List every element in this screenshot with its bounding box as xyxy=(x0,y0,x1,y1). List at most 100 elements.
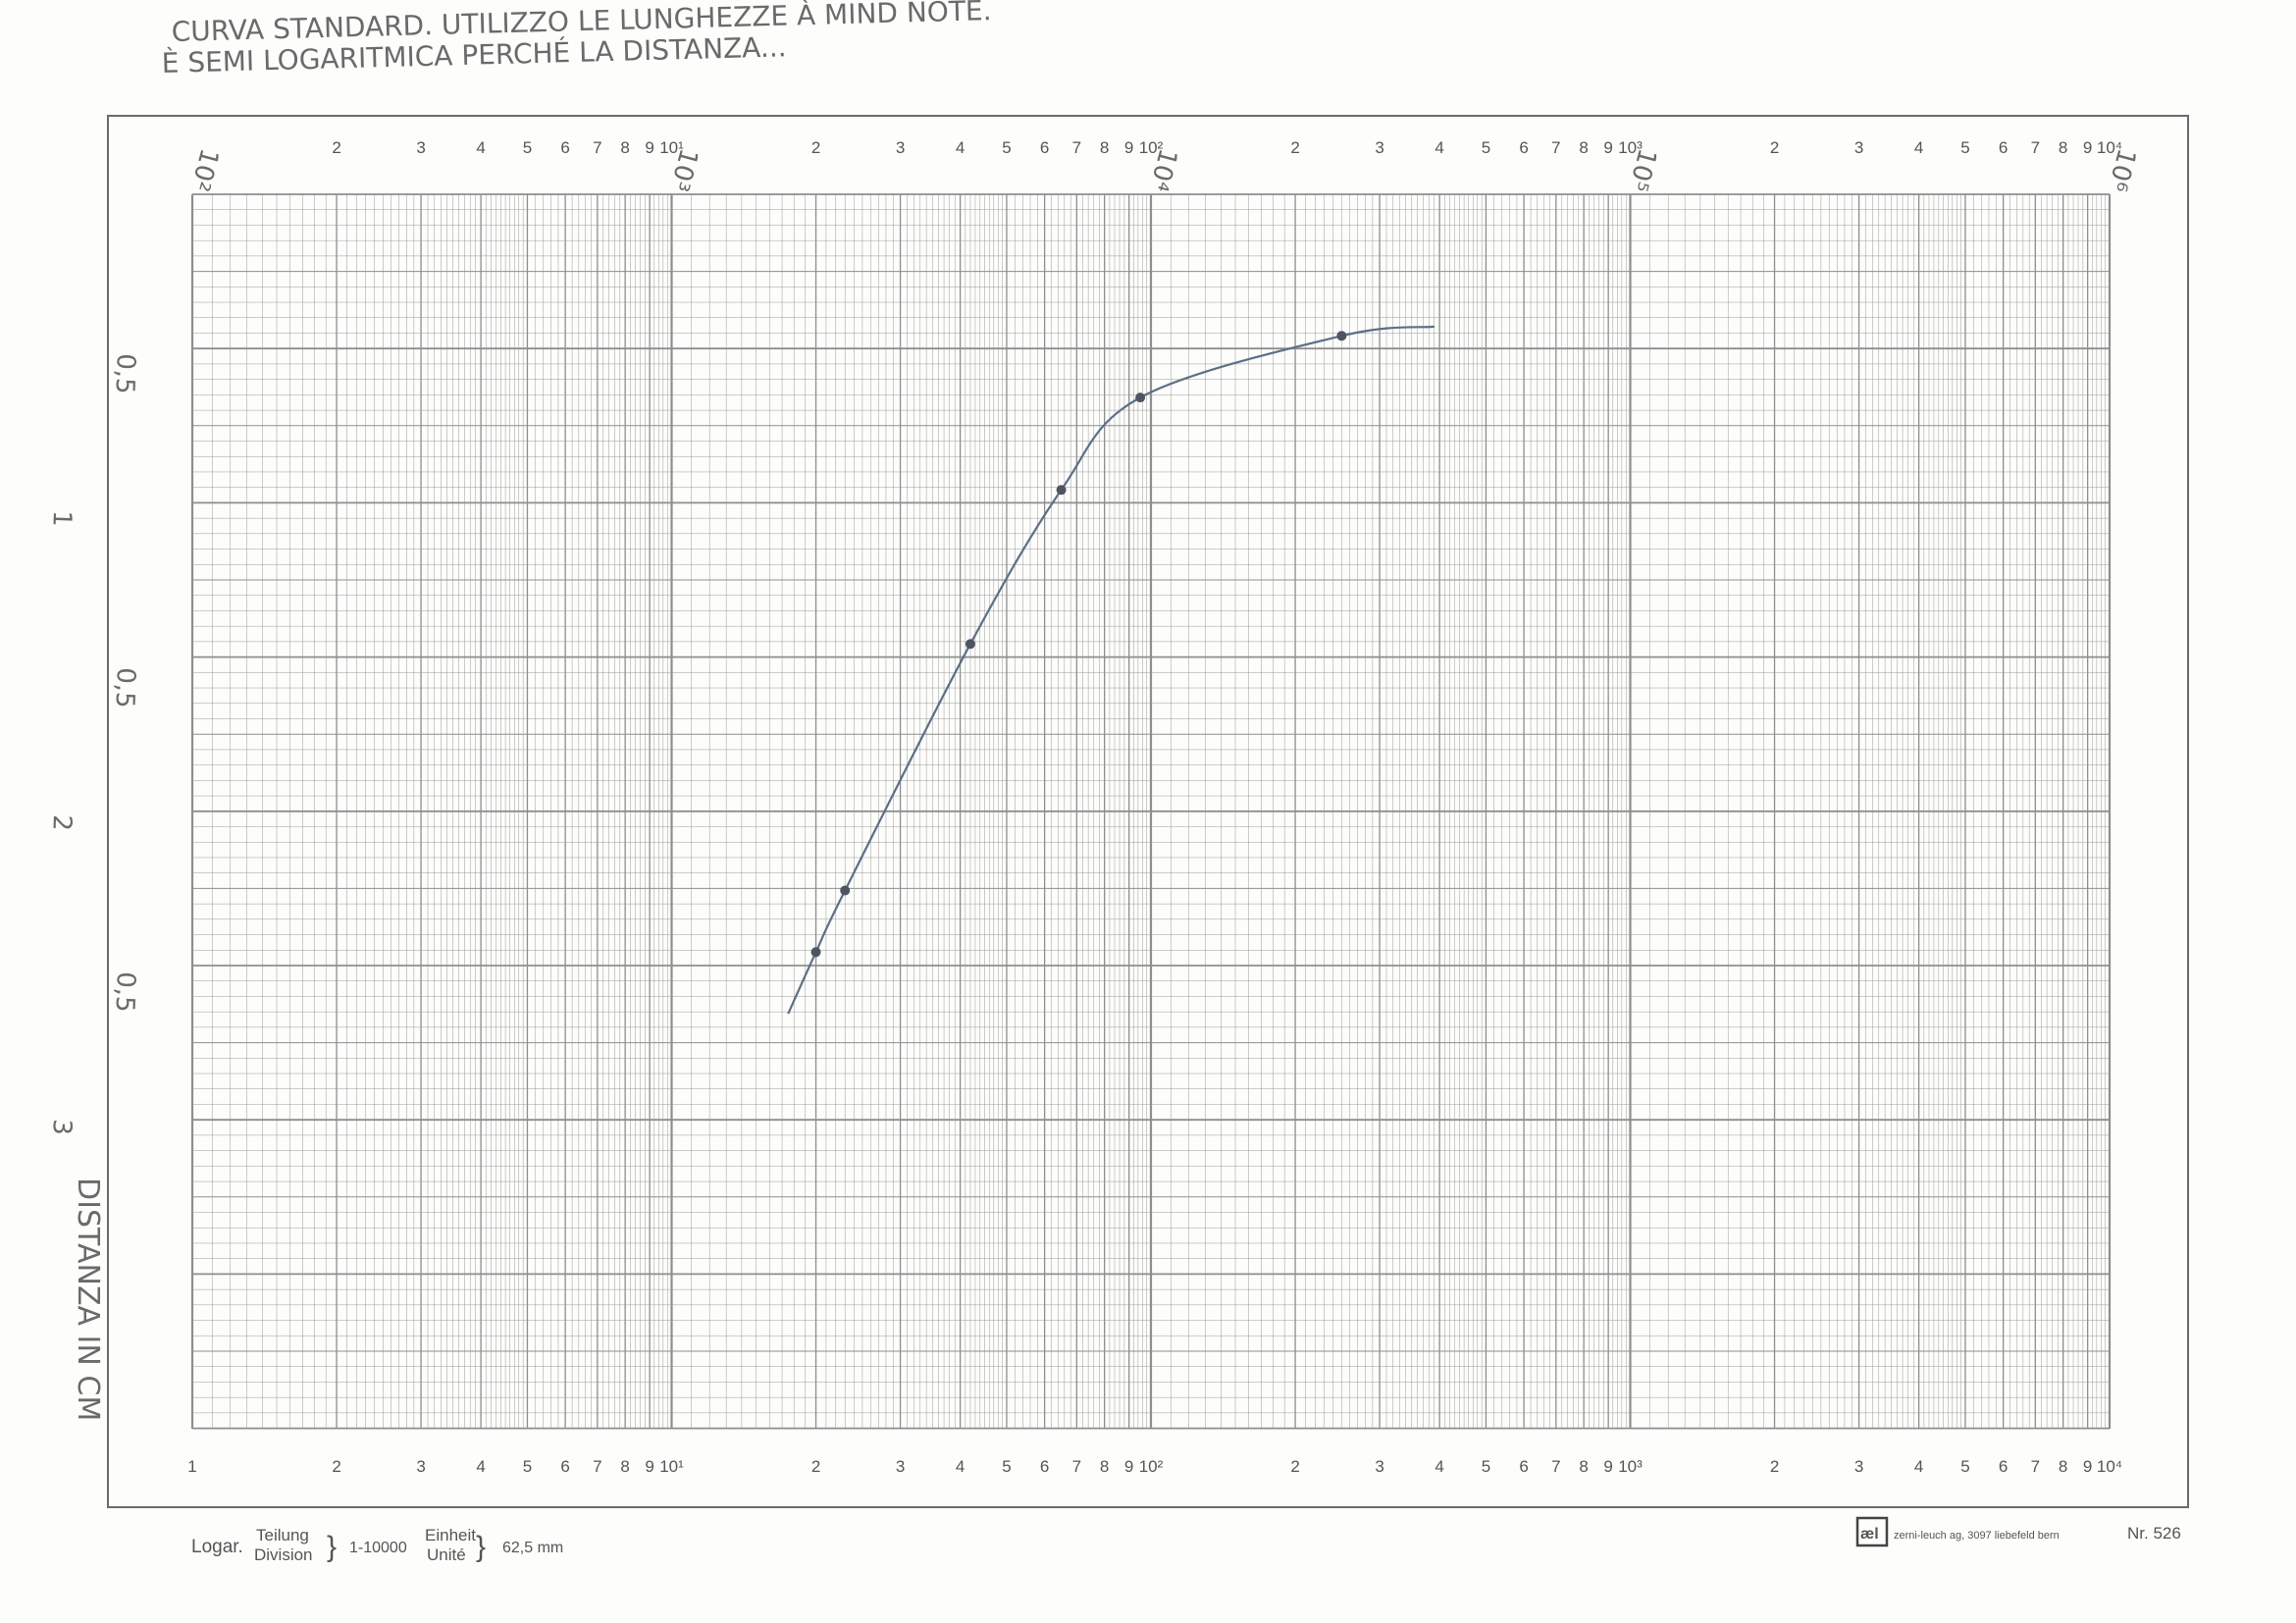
top-tick-label: 5 xyxy=(1002,138,1011,157)
top-tick-label: 6 xyxy=(1519,138,1528,157)
bottom-tick-label: 4 xyxy=(956,1457,965,1476)
y-axis-label: DISTANZA IN CM xyxy=(71,1178,105,1421)
bottom-tick-label: 7 xyxy=(1072,1457,1081,1476)
footer-unit-value: 62,5 mm xyxy=(502,1540,563,1556)
bottom-tick-label: 8 xyxy=(620,1457,629,1476)
left-axis-labels: 0,5 1 0,5 2 0,5 3 xyxy=(46,353,140,1136)
top-tick-label: 8 xyxy=(2059,138,2067,157)
top-tick-label: 4 xyxy=(1914,138,1923,157)
bottom-tick-label: 2 xyxy=(811,1457,820,1476)
bottom-tick-label: 2 xyxy=(1770,1457,1779,1476)
bottom-tick-label: 3 xyxy=(1375,1457,1383,1476)
top-tick-label: 2 xyxy=(811,138,820,157)
top-tick-label: 10⁴ xyxy=(2097,138,2122,157)
top-tick-label: 6 xyxy=(1999,138,2008,157)
bottom-tick-label: 6 xyxy=(1519,1457,1528,1476)
data-point xyxy=(810,947,821,958)
top-tick-label: 8 xyxy=(1100,138,1109,157)
top-tick-label: 5 xyxy=(1960,138,1969,157)
bottom-tick-label: 9 xyxy=(2083,1457,2092,1476)
top-tick-label: 9 xyxy=(1124,138,1133,157)
top-tick-label: 2 xyxy=(1770,138,1779,157)
top-decade-mark: 10² xyxy=(184,145,224,194)
top-tick-label: 10³ xyxy=(1618,138,1643,157)
bottom-tick-label: 6 xyxy=(560,1457,569,1476)
sheet-number: Nr. 526 xyxy=(2127,1524,2181,1543)
bottom-tick-label: 3 xyxy=(416,1457,425,1476)
top-tick-label: 6 xyxy=(1040,138,1049,157)
bottom-tick-label: 4 xyxy=(1914,1457,1923,1476)
footer-unite: Unité xyxy=(427,1545,466,1564)
top-tick-label: 7 xyxy=(2031,138,2040,157)
brand-logo xyxy=(1855,1516,1889,1547)
left-axis-label: 0,5 xyxy=(110,353,140,394)
footer-logar: Logar. xyxy=(191,1537,243,1557)
footer-brace-1: } xyxy=(327,1531,337,1563)
top-tick-label: 9 xyxy=(645,138,653,157)
bottom-tick-label: 5 xyxy=(1960,1457,1969,1476)
bottom-tick-label: 2 xyxy=(1290,1457,1299,1476)
top-tick-label: 10¹ xyxy=(659,138,684,157)
top-tick-label: 2 xyxy=(332,138,340,157)
bottom-tick-label: 7 xyxy=(1551,1457,1560,1476)
bottom-tick-labels: 1 2 3 4 5 6 7 8 9 10¹ 2 3 4 5 6 7 8 9 10² 2 3 4 5 6 7 8 9 10³ 2 3 4 5 6 7… xyxy=(187,1457,2122,1476)
top-tick-label: 7 xyxy=(1551,138,1560,157)
bottom-tick-label: 4 xyxy=(1435,1457,1443,1476)
top-tick-label: 7 xyxy=(593,138,601,157)
top-tick-label: 8 xyxy=(1579,138,1588,157)
bottom-tick-label: 8 xyxy=(1100,1457,1109,1476)
top-tick-label: 6 xyxy=(560,138,569,157)
top-tick-label: 3 xyxy=(416,138,425,157)
data-point xyxy=(965,639,975,650)
left-axis-label: 0,5 xyxy=(110,667,140,708)
footer-einheit: Einheit xyxy=(425,1526,476,1544)
bottom-tick-label: 6 xyxy=(1040,1457,1049,1476)
left-axis-label: 0,5 xyxy=(110,971,140,1013)
bottom-tick-label: 10¹ xyxy=(659,1457,684,1476)
left-axis-label: 3 xyxy=(46,1119,77,1136)
bottom-tick-label: 7 xyxy=(2031,1457,2040,1476)
bottom-tick-label: 8 xyxy=(2059,1457,2067,1476)
bottom-tick-label: 5 xyxy=(523,1457,532,1476)
bottom-tick-label: 8 xyxy=(1579,1457,1588,1476)
data-point xyxy=(1336,331,1347,341)
brand-logo-text: æl xyxy=(1860,1526,1879,1543)
bottom-tick-label: 4 xyxy=(476,1457,485,1476)
footer: Logar. Teilung Division } 1-10000 Einhei… xyxy=(191,1516,2181,1564)
bottom-tick-label: 9 xyxy=(1124,1457,1133,1476)
data-point xyxy=(1056,485,1067,496)
plot-frame xyxy=(107,115,2189,1508)
top-tick-label: 5 xyxy=(523,138,532,157)
bottom-tick-label: 10³ xyxy=(1618,1457,1643,1476)
series-group xyxy=(787,325,1435,1015)
top-tick-label: 4 xyxy=(956,138,965,157)
top-tick-labels: 2 3 4 5 6 7 8 9 10¹ 2 3 4 5 6 7 8 9 10² 2 3 4 5 6 7 8 9 10³ 2 3 4 5 6 7 8… xyxy=(332,138,2122,157)
bottom-tick-label: 3 xyxy=(896,1457,905,1476)
top-tick-label: 3 xyxy=(1854,138,1863,157)
footer-teilung: Teilung xyxy=(256,1526,309,1544)
log-grid xyxy=(190,193,2112,1430)
bottom-tick-label: 2 xyxy=(332,1457,340,1476)
data-point xyxy=(840,885,851,896)
top-tick-label: 4 xyxy=(1435,138,1443,157)
top-tick-label: 9 xyxy=(2083,138,2092,157)
top-tick-label: 8 xyxy=(620,138,629,157)
bottom-tick-label: 10⁴ xyxy=(2097,1457,2122,1476)
footer-brace-2: } xyxy=(476,1531,486,1563)
top-tick-label: 5 xyxy=(1482,138,1490,157)
bottom-tick-label: 5 xyxy=(1482,1457,1490,1476)
publisher: zerni-leuch ag, 3097 liebefeld bern xyxy=(1894,1530,2060,1542)
top-tick-label: 7 xyxy=(1072,138,1081,157)
footer-range: 1-10000 xyxy=(349,1540,407,1556)
series-line xyxy=(787,325,1435,1015)
top-tick-label: 9 xyxy=(1603,138,1612,157)
top-tick-label: 3 xyxy=(1375,138,1383,157)
top-tick-label: 4 xyxy=(476,138,485,157)
bottom-tick-label: 1 xyxy=(187,1457,196,1476)
left-axis-label: 1 xyxy=(46,510,77,528)
top-tick-label: 10² xyxy=(1139,138,1164,157)
bottom-tick-label: 3 xyxy=(1854,1457,1863,1476)
top-tick-label: 2 xyxy=(1290,138,1299,157)
left-axis-label: 2 xyxy=(46,814,77,832)
